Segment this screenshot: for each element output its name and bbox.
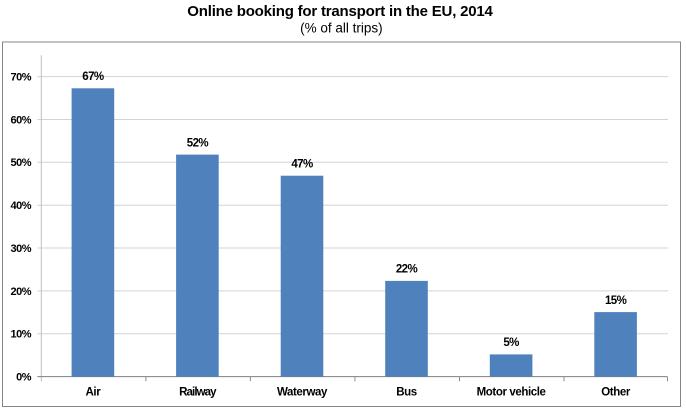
svg-text:Online booking for transport i: Online booking for transport in the EU, … — [187, 3, 493, 20]
svg-text:5%: 5% — [503, 337, 519, 349]
svg-text:10%: 10% — [10, 329, 31, 341]
svg-text:30%: 30% — [10, 243, 31, 255]
svg-text:40%: 40% — [10, 200, 31, 212]
svg-text:20%: 20% — [10, 286, 31, 298]
svg-text:70%: 70% — [10, 72, 31, 84]
svg-text:60%: 60% — [10, 114, 31, 126]
svg-text:Other: Other — [601, 387, 631, 399]
svg-text:Waterway: Waterway — [277, 387, 328, 399]
svg-text:(% of all trips): (% of all trips) — [300, 21, 383, 36]
svg-text:52%: 52% — [187, 137, 209, 149]
svg-text:47%: 47% — [291, 159, 313, 171]
svg-text:67%: 67% — [82, 71, 104, 83]
svg-text:0%: 0% — [16, 372, 32, 384]
svg-text:15%: 15% — [605, 295, 627, 307]
svg-text:Air: Air — [86, 387, 102, 399]
svg-text:22%: 22% — [396, 264, 418, 276]
svg-text:Railway: Railway — [179, 387, 217, 399]
svg-text:Motor vehicle: Motor vehicle — [477, 387, 546, 399]
svg-text:Bus: Bus — [396, 387, 417, 399]
svg-text:50%: 50% — [10, 157, 31, 169]
